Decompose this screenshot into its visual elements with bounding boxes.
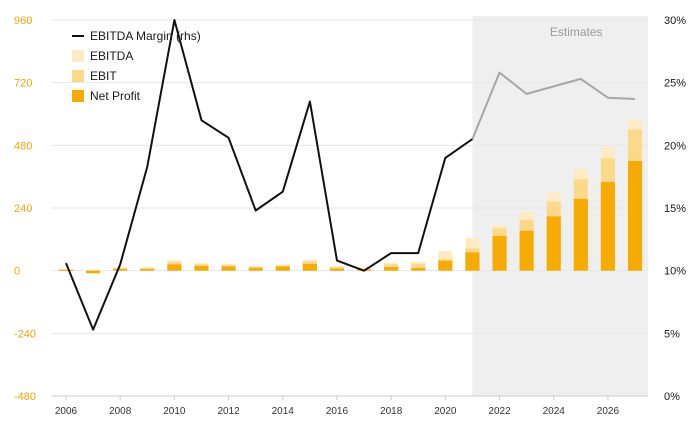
margin-line (65, 19, 636, 331)
bar-net-profit-2007 (86, 270, 101, 274)
x-tick-label: 2008 (109, 406, 132, 417)
bar-net-profit-2010 (167, 264, 182, 271)
bar-net-profit-2023 (519, 230, 534, 271)
axes: 960 720 480 240 0 -240 -480 30% 25% 20% 15% 10% 5% 0%… (14, 15, 686, 417)
x-tick-label: 2012 (217, 406, 240, 417)
bar-net-profit-2020 (438, 260, 453, 271)
left-tick-label: 960 (14, 15, 32, 27)
estimates-label: Estimates (550, 25, 603, 39)
right-tick-label: 10% (664, 266, 686, 278)
bar-net-profit-2013 (248, 268, 263, 271)
legend-label-ebitda: EBITDA (90, 49, 133, 63)
left-tick-label: 720 (14, 78, 32, 90)
right-tick-label: 15% (664, 203, 686, 215)
x-tick-label: 2006 (55, 406, 78, 417)
x-tick-label: 2016 (326, 406, 349, 417)
right-tick-label: 25% (664, 78, 686, 90)
bar-net-profit-2011 (194, 265, 209, 271)
right-tick-label: 0% (664, 391, 680, 403)
legend: EBITDA Margin (rhs) EBITDA EBIT Net Profit (72, 29, 201, 103)
left-tick-label: 240 (14, 203, 32, 215)
bar-net-profit-2014 (275, 266, 290, 271)
x-tick-label: 2020 (434, 406, 457, 417)
legend-label-ebit: EBIT (90, 69, 117, 83)
bar-net-profit-2026 (600, 181, 615, 271)
legend-swatch-net-profit (72, 90, 84, 102)
x-tick-label: 2018 (380, 406, 403, 417)
bar-net-profit-2018 (384, 267, 399, 271)
legend-label-ebitda-margin-rhs: EBITDA Margin (rhs) (90, 29, 201, 43)
x-tick-label: 2026 (597, 406, 620, 417)
legend-swatch-ebitda (72, 50, 84, 62)
left-tick-label: 0 (14, 266, 20, 278)
bar-net-profit-2022 (492, 235, 507, 271)
x-tick-label: 2010 (163, 406, 186, 417)
margin-line-actual (65, 19, 473, 331)
left-tick-label: -240 (14, 328, 36, 340)
bar-series (58, 119, 643, 274)
x-tick-label: 2022 (488, 406, 511, 417)
bar-net-profit-2021 (465, 252, 480, 271)
legend-label-net-profit: Net Profit (90, 89, 141, 103)
right-tick-label: 20% (664, 140, 686, 152)
bar-net-profit-2025 (573, 198, 588, 271)
bar-net-profit-2009 (140, 269, 155, 271)
x-tick-label: 2014 (272, 406, 295, 417)
bar-net-profit-2006 (58, 270, 74, 271)
bar-ebit-2006 (58, 269, 74, 271)
right-tick-label: 30% (664, 15, 686, 27)
bar-net-profit-2027 (627, 161, 643, 271)
bar-net-profit-2019 (411, 268, 426, 271)
bar-net-profit-2024 (546, 216, 561, 271)
left-tick-label: 480 (14, 140, 32, 152)
bar-ebit-2019 (411, 263, 426, 271)
margin-line-estimate (471, 71, 636, 140)
legend-swatch-ebit (72, 70, 84, 82)
right-tick-label: 5% (664, 328, 680, 340)
bar-net-profit-2012 (221, 266, 236, 271)
left-tick-label: -480 (14, 391, 36, 403)
bar-net-profit-2016 (329, 268, 344, 271)
bar-net-profit-2008 (113, 269, 128, 271)
x-tick-label: 2024 (543, 406, 566, 417)
bar-net-profit-2015 (302, 263, 317, 271)
